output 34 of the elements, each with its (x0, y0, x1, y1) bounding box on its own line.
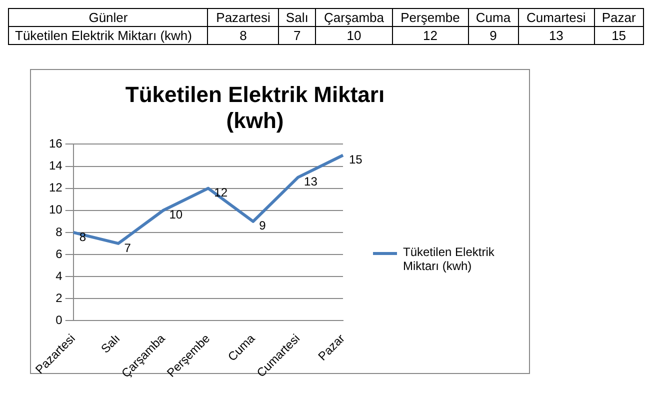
text: 8 (208, 26, 279, 44)
category-label: Cuma (476, 10, 511, 25)
y-tick-label: 2 (56, 290, 63, 305)
y-tick-label: 16 (49, 136, 63, 151)
data-label: 13 (304, 174, 318, 189)
legend-label: Tüketilen Elektrik Miktarı (kwh) (403, 245, 496, 273)
category-label: Perşembe (400, 10, 460, 25)
data-label: 7 (124, 240, 132, 255)
y-tick-label: 12 (49, 180, 63, 195)
category-label: Cumartesi (526, 10, 586, 25)
text: 12 (392, 26, 468, 44)
category-label: Pazartesi (216, 10, 270, 25)
y-tick-label: 14 (49, 158, 63, 173)
y-tick-label: 10 (49, 202, 63, 217)
chart-title: Tüketilen Elektrik Miktarı (kwh) (124, 82, 386, 134)
text: Tüketilen Elektrik Miktarı (kwh) (15, 28, 192, 43)
text: 7 (278, 26, 316, 44)
y-tick-label: 4 (56, 268, 63, 283)
y-tick-label: 8 (56, 224, 63, 239)
text: 9 (468, 26, 518, 44)
category-label: Pazar (602, 10, 636, 25)
y-tick-label: 0 (56, 312, 63, 327)
category-label: Salı (286, 10, 308, 25)
text: 10 (316, 26, 392, 44)
text: 13 (518, 26, 594, 44)
y-tick-label: 6 (56, 246, 63, 261)
data-label: 12 (214, 186, 228, 200)
category-label: Çarşamba (324, 10, 384, 25)
data-label: 9 (259, 218, 266, 233)
text: 15 (594, 26, 644, 44)
x-tick-label: Salı (98, 331, 123, 356)
data-label: 10 (169, 208, 183, 222)
text: Günler (8, 8, 208, 26)
data-label: 15 (349, 152, 363, 167)
